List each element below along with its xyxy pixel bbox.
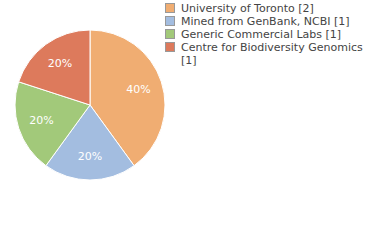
- svg-text:20%: 20%: [48, 57, 72, 70]
- html-text:Centre for Biodiversity Genomi: Centre for Biodiversity Genomics [1]: [181, 41, 363, 67]
- html-text:University of Toronto [2]: University of Toronto [2]: [181, 2, 314, 15]
- svg-text:20%: 20%: [78, 150, 102, 163]
- html-text:Generic Commercial Labs [1]: Generic Commercial Labs [1]: [181, 28, 342, 41]
- svg-text:40%: 40%: [126, 83, 150, 96]
- html-text:Mined from GenBank, NCBI [1]: Mined from GenBank, NCBI [1]: [181, 15, 350, 28]
- svg-text:20%: 20%: [29, 114, 53, 127]
